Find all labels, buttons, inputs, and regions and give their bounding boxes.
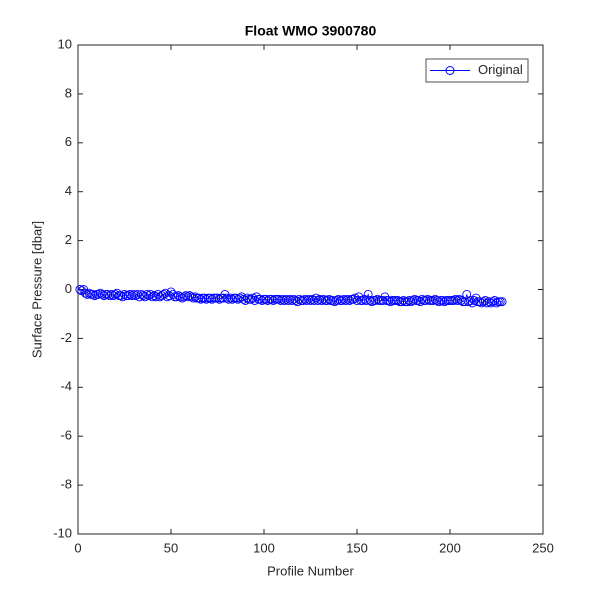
- legend-marker: [445, 66, 455, 75]
- data-point: [274, 294, 284, 304]
- data-point: [222, 293, 232, 303]
- plot-area: [77, 44, 544, 535]
- data-point: [147, 292, 157, 302]
- data-point: [363, 289, 373, 299]
- data-point: [94, 289, 103, 299]
- data-point: [337, 296, 347, 305]
- x-tick-label: 50: [164, 540, 178, 555]
- data-point: [146, 289, 155, 299]
- y-tick-label: 0: [65, 281, 72, 296]
- data-point: [423, 294, 433, 304]
- data-point: [205, 293, 215, 303]
- y-tick-label: -6: [60, 428, 72, 443]
- data-point: [300, 294, 310, 304]
- x-tick-label: 150: [346, 540, 368, 555]
- data-point: [361, 296, 371, 305]
- data-point: [421, 296, 431, 305]
- data-point: [172, 292, 182, 302]
- data-point: [283, 296, 293, 305]
- data-point: [239, 294, 248, 304]
- data-point: [345, 296, 355, 305]
- data-point: [464, 297, 474, 307]
- data-point: [129, 289, 139, 299]
- data-point: [384, 296, 394, 305]
- y-axis-label: Surface Pressure [dbar]: [29, 221, 44, 358]
- data-point: [302, 296, 312, 305]
- x-tick-label: 0: [74, 540, 81, 555]
- data-point: [404, 296, 414, 305]
- data-point: [213, 293, 222, 303]
- data-point: [276, 296, 286, 305]
- data-point: [413, 296, 423, 305]
- data-point: [449, 296, 459, 305]
- legend-box: [425, 58, 529, 83]
- y-tick-label: 2: [65, 232, 72, 247]
- data-point: [235, 293, 245, 303]
- y-tick-label: 10: [58, 36, 72, 51]
- data-point: [280, 296, 289, 305]
- data-point: [149, 291, 159, 301]
- data-point: [313, 296, 323, 305]
- data-point: [307, 294, 317, 304]
- chart-title: Float WMO 3900780: [245, 23, 377, 39]
- y-tick-label: 6: [65, 134, 72, 149]
- y-tick-label: -4: [60, 379, 72, 394]
- data-point: [125, 289, 135, 299]
- y-tick-label: -10: [53, 525, 72, 540]
- x-tick-label: 100: [253, 540, 275, 555]
- data-point: [438, 296, 448, 305]
- data-point: [268, 296, 278, 305]
- x-tick-label: 250: [532, 540, 554, 555]
- data-point: [298, 296, 308, 305]
- legend: Original: [425, 58, 529, 83]
- y-tick-label: -2: [60, 330, 72, 345]
- data-point: [328, 296, 338, 305]
- data-point: [266, 294, 276, 304]
- data-point: [123, 291, 133, 301]
- data-point: [497, 297, 507, 307]
- legend-label: Original: [478, 62, 523, 77]
- data-point: [371, 296, 381, 305]
- y-tick-label: -8: [60, 477, 72, 492]
- x-axis-label: Profile Number: [267, 563, 354, 578]
- data-point: [488, 297, 498, 307]
- data-point: [278, 294, 288, 304]
- data-point: [281, 294, 291, 304]
- y-tick-label: 4: [65, 183, 72, 198]
- data-point: [291, 296, 301, 305]
- data-point: [309, 296, 319, 305]
- data-point: [207, 294, 217, 304]
- y-tick-label: 8: [65, 85, 72, 100]
- data-point: [131, 291, 141, 301]
- x-tick-label: 200: [439, 540, 461, 555]
- data-point: [306, 296, 315, 305]
- data-point: [116, 291, 126, 301]
- data-point: [175, 292, 185, 302]
- data-point: [246, 294, 256, 304]
- data-point: [183, 292, 193, 302]
- data-point: [492, 298, 501, 308]
- data-point: [428, 296, 438, 305]
- data-point: [140, 292, 150, 302]
- data-point: [103, 289, 113, 299]
- data-point: [410, 294, 420, 304]
- data-point: [358, 296, 368, 305]
- data-point: [179, 292, 189, 302]
- data-point: [339, 294, 349, 304]
